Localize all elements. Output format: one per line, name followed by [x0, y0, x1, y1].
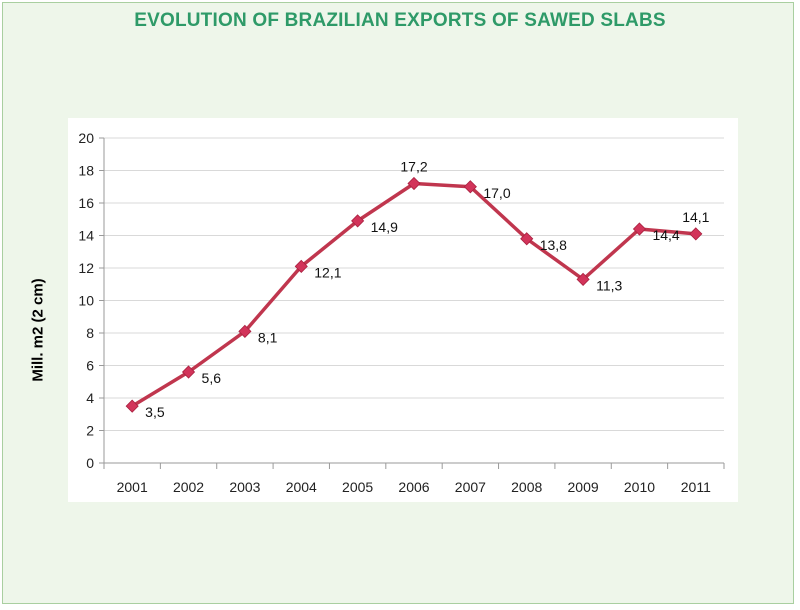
y-tick-label: 8 [86, 325, 94, 341]
data-point-marker [351, 214, 365, 228]
x-tick-label: 2001 [117, 479, 148, 495]
grid-lines [104, 137, 724, 431]
axes [99, 137, 725, 469]
y-tick-label: 18 [78, 163, 94, 179]
data-point-marker [576, 272, 590, 286]
data-markers [125, 176, 703, 413]
x-tick-labels: 2001 2002 2003 2004 2005 2006 2007 2008 2009 2010… [117, 479, 711, 495]
data-label: 11,3 [596, 277, 622, 293]
y-tick-labels: 0 2 4 6 8 10 12 14 16 18 20 [78, 130, 94, 471]
chart-title: EVOLUTION OF BRAZILIAN EXPORTS OF SAWED … [134, 10, 666, 31]
data-point-marker [463, 180, 477, 194]
data-point-marker [689, 227, 703, 241]
x-tick-label: 2006 [398, 479, 429, 495]
data-point-marker [520, 232, 534, 246]
y-tick-label: 20 [78, 130, 94, 146]
x-tick-label: 2005 [342, 479, 373, 495]
x-tick-label: 2010 [624, 479, 655, 495]
data-label: 14,1 [682, 209, 709, 225]
y-tick-label: 4 [86, 390, 94, 406]
data-label: 14,4 [652, 227, 679, 243]
y-tick-label: 6 [86, 358, 94, 374]
x-tick-label: 2009 [568, 479, 599, 495]
y-tick-label: 16 [78, 195, 94, 211]
x-tick-label: 2008 [511, 479, 542, 495]
y-tick-label: 12 [78, 260, 94, 276]
x-tick-label: 2002 [173, 479, 204, 495]
data-label: 8,1 [258, 329, 278, 345]
y-tick-label: 10 [78, 293, 94, 309]
data-label: 14,9 [371, 219, 398, 235]
data-label: 17,2 [400, 159, 427, 175]
data-label: 5,6 [202, 370, 222, 386]
y-tick-label: 14 [78, 228, 94, 244]
x-tick-label: 2011 [681, 479, 711, 495]
data-point-marker [407, 176, 421, 191]
data-label: 13,8 [540, 237, 567, 253]
plot-area [68, 118, 738, 502]
data-point-marker [238, 324, 252, 338]
data-point-marker [181, 365, 196, 379]
data-labels: 3,5 5,6 8,1 12,1 14,9 17,2 17,0 13,8 11,3 14,414,… [145, 159, 709, 421]
data-point-marker [632, 222, 647, 236]
y-tick-label: 0 [86, 455, 94, 471]
x-tick-label: 2007 [455, 479, 486, 495]
x-tick-label: 2004 [286, 479, 317, 495]
data-label: 17,0 [483, 185, 510, 201]
data-label: 3,5 [145, 404, 165, 420]
data-label: 12,1 [314, 264, 341, 280]
data-point-marker [125, 399, 139, 413]
x-tick-label: 2003 [229, 479, 260, 495]
data-point-marker [294, 259, 308, 273]
y-tick-label: 2 [86, 423, 94, 439]
